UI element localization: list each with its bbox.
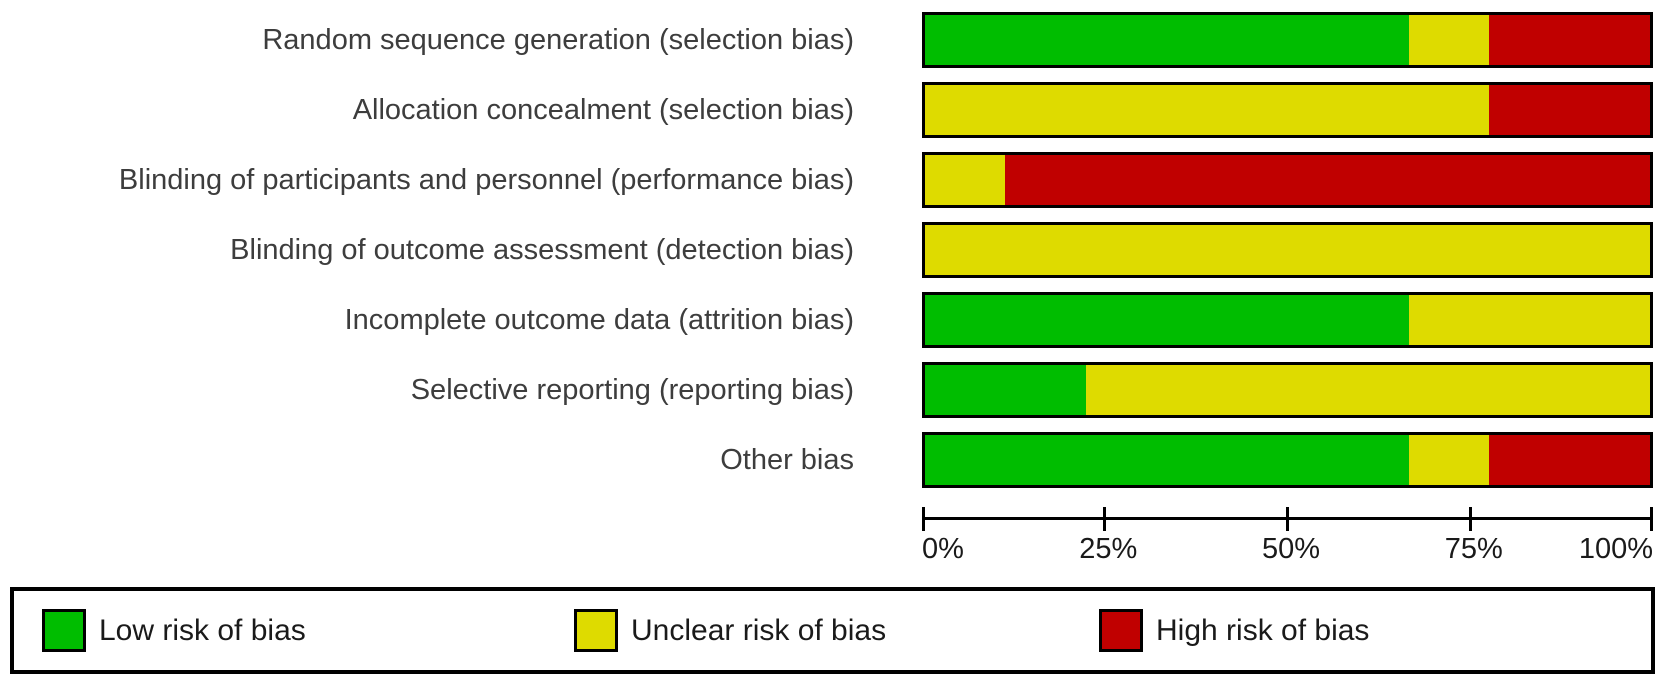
stacked-bar [922,222,1653,278]
stacked-bar [922,12,1653,68]
category-label: Allocation concealment (selection bias) [352,93,854,126]
bar-segment-unclear-risk [925,85,1490,135]
bar-segment-low-risk [925,295,1409,345]
legend-item: High risk of bias [1099,591,1369,670]
tick-label: 25% [1079,533,1138,565]
category-row: Blinding of participants and personnel (… [0,145,1665,215]
stacked-bar [922,82,1653,138]
stacked-bar [922,292,1653,348]
category-row: Blinding of outcome assessment (detectio… [0,215,1665,285]
category-row: Incomplete outcome data (attrition bias) [0,285,1665,355]
stacked-bar [922,362,1653,418]
bar-segment-low-risk [925,15,1409,65]
legend-label: Low risk of bias [99,613,306,647]
stacked-bar [922,152,1653,208]
tick-label: 50% [1261,533,1321,565]
legend-swatch-low-risk [42,609,86,652]
tick-label: 0% [922,533,964,565]
bar-rows: Random sequence generation (selection bi… [0,5,1665,495]
bar-segment-unclear-risk [1408,295,1650,345]
legend-label: Unclear risk of bias [631,613,887,647]
bar-segment-unclear-risk [1085,365,1650,415]
axis-tick [922,507,925,531]
x-axis [922,507,1653,531]
axis-tick [1103,507,1107,531]
bar-segment-high-risk [1489,85,1650,135]
bar-segment-unclear-risk [925,225,1650,275]
stacked-bar [922,432,1653,488]
category-label: Random sequence generation (selection bi… [262,23,854,56]
bar-segment-low-risk [925,365,1086,415]
category-label: Incomplete outcome data (attrition bias) [344,303,854,336]
legend-swatch-unclear-risk [574,609,618,652]
tick-label: 100% [1578,533,1653,565]
category-label: Blinding of outcome assessment (detectio… [230,233,854,266]
bar-segment-low-risk [925,435,1409,485]
bar-segment-high-risk [1005,155,1650,205]
category-label: Selective reporting (reporting bias) [410,373,854,406]
category-label: Blinding of participants and personnel (… [118,163,854,196]
category-row: Other bias [0,425,1665,495]
bar-segment-high-risk [1489,15,1650,65]
bar-segment-unclear-risk [925,155,1006,205]
category-row: Allocation concealment (selection bias) [0,75,1665,145]
legend: Low risk of bias Unclear risk of bias High… [10,587,1655,674]
category-label: Other bias [720,443,854,476]
tick-label: 75% [1444,533,1503,565]
legend-label: High risk of bias [1156,613,1370,647]
x-axis-tick-labels: 0% 25% 50% 75% 100% [922,531,1653,571]
axis-tick [1286,507,1289,531]
legend-swatch-high-risk [1099,609,1143,652]
category-row: Random sequence generation (selection bi… [0,5,1665,75]
bar-segment-unclear-risk [1408,15,1490,65]
axis-tick [1650,507,1653,531]
category-row: Selective reporting (reporting bias) [0,355,1665,425]
bar-segment-high-risk [1489,435,1650,485]
bar-segment-unclear-risk [1408,435,1490,485]
legend-item: Low risk of bias [42,591,306,670]
axis-tick [1468,507,1472,531]
legend-item: Unclear risk of bias [574,591,886,670]
